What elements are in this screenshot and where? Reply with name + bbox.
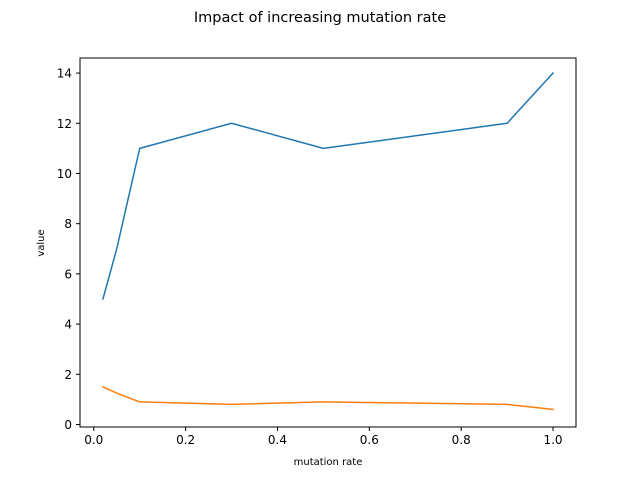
y-tick-label: 8 <box>64 217 72 231</box>
x-axis-label: mutation rate <box>294 457 363 468</box>
x-tick-label: 0.0 <box>84 433 103 447</box>
x-tick-label: 0.8 <box>452 433 471 447</box>
chart-title: Impact of increasing mutation rate <box>194 10 446 26</box>
y-tick-label: 2 <box>64 368 72 382</box>
y-tick-label: 0 <box>64 418 72 432</box>
y-axis-ticks: 0 2 4 6 8 10 12 14 <box>57 67 80 432</box>
y-tick-label: 4 <box>64 318 72 332</box>
x-tick-label: 1.0 <box>543 433 562 447</box>
y-tick-label: 6 <box>64 267 72 281</box>
x-tick-label: 0.4 <box>268 433 287 447</box>
y-tick-label: 10 <box>57 167 72 181</box>
y-tick-label: 12 <box>57 117 72 131</box>
plot-series <box>101 72 555 411</box>
y-tick-label: 14 <box>57 67 72 81</box>
x-tick-label: 0.2 <box>176 433 195 447</box>
series-1-line <box>102 72 555 300</box>
x-tick-label: 0.6 <box>360 433 379 447</box>
y-axis-label: value <box>36 229 47 256</box>
plot-frame <box>79 57 577 428</box>
series-2-line <box>101 385 554 411</box>
x-axis-ticks: 0.0 0.2 0.4 0.6 0.8 1.0 <box>84 427 563 447</box>
